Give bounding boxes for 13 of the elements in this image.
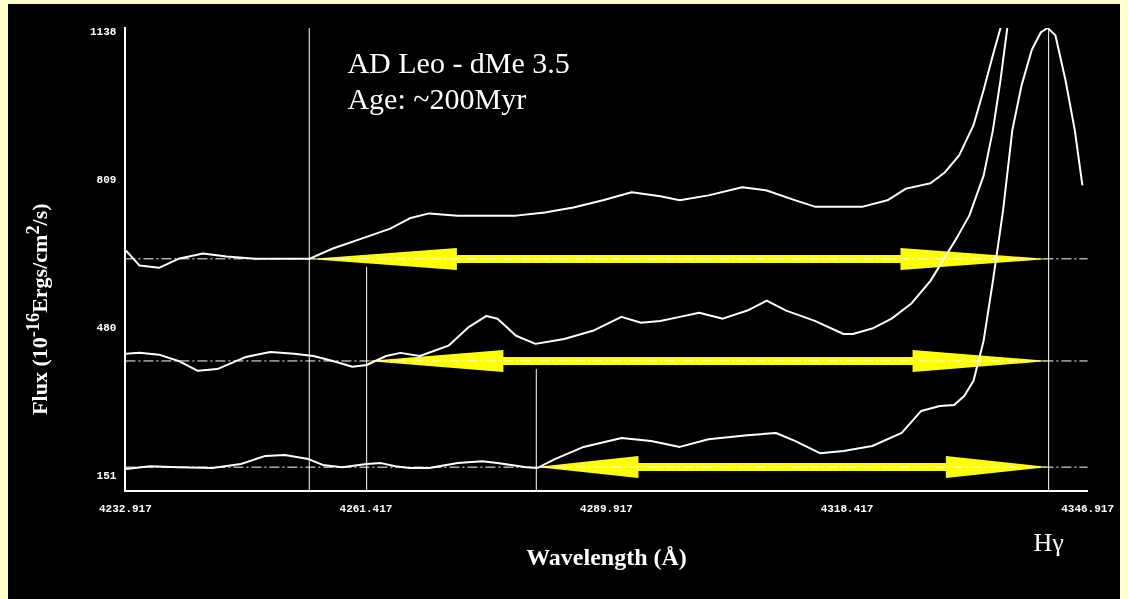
x-tick-label: 4232.917 (99, 503, 152, 516)
x-tick-label: 4318.417 (820, 503, 874, 516)
y-tick-label: 480 (96, 321, 117, 334)
x-axis-title: Wavelength (Å) (526, 543, 687, 570)
annotation: AD Leo - dMe 3.5 (347, 45, 570, 79)
x-tick-label: 4289.917 (580, 503, 633, 516)
x-tick-label: 4261.417 (339, 503, 393, 516)
y-tick-label: 151 (96, 469, 117, 482)
annotation: Age: ~200Myr (347, 81, 527, 115)
y-tick-label: 1138 (90, 25, 117, 38)
ref-line-label: Hγ (1033, 527, 1064, 557)
x-tick-label: 4346.917 (1061, 503, 1114, 516)
y-tick-label: 809 (96, 173, 117, 186)
